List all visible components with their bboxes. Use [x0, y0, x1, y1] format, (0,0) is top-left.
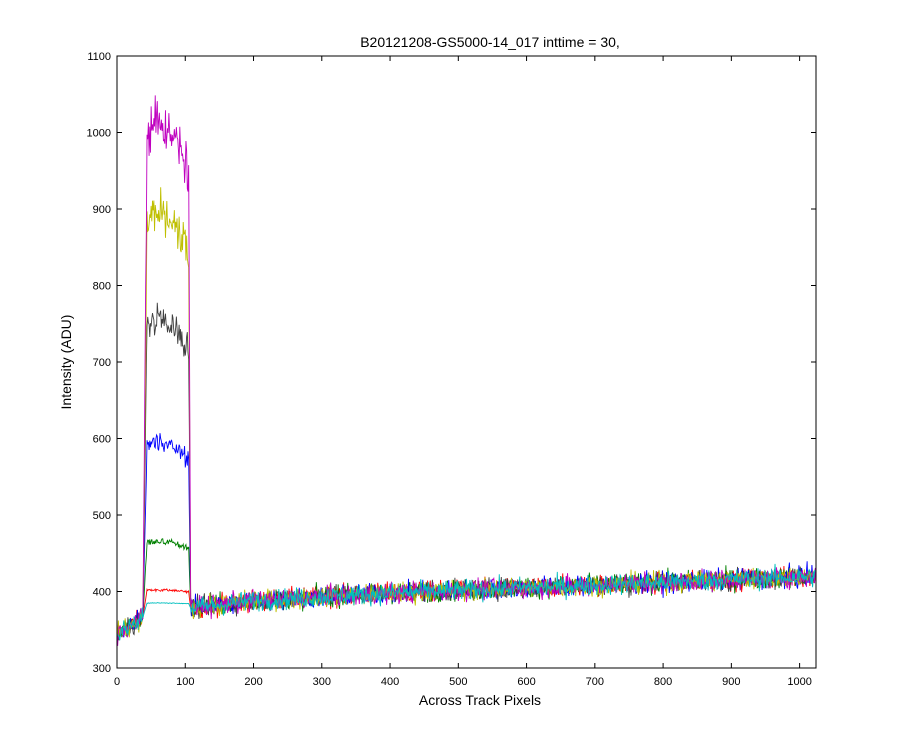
- y-tick-label: 900: [93, 204, 111, 216]
- y-tick-label: 500: [93, 510, 111, 522]
- y-tick-label: 400: [93, 587, 111, 599]
- y-tick-label: 700: [93, 357, 111, 369]
- x-tick-label: 0: [114, 676, 120, 688]
- y-tick-label: 800: [93, 281, 111, 293]
- x-tick-label: 1000: [787, 676, 811, 688]
- series-line-7: [117, 563, 816, 641]
- plot-frame: [116, 55, 817, 669]
- x-tick-label: 200: [244, 676, 262, 688]
- y-tick-label: 600: [93, 434, 111, 446]
- x-axis: 0 100 200 300 400 500 600 700 800 900 1000: [114, 56, 812, 688]
- y-axis-label: Intensity (ADU): [58, 315, 74, 410]
- x-tick-label: 600: [517, 676, 535, 688]
- x-tick-label: 500: [449, 676, 467, 688]
- x-axis-label: Across Track Pixels: [419, 692, 541, 708]
- x-tick-label: 800: [654, 676, 672, 688]
- x-tick-label: 100: [176, 676, 194, 688]
- x-tick-label: 400: [381, 676, 399, 688]
- series-line-6: [117, 95, 816, 646]
- x-tick-label: 300: [313, 676, 331, 688]
- chart-title: B20121208-GS5000-14_017 inttime = 30,: [360, 34, 620, 50]
- x-tick-label: 700: [586, 676, 604, 688]
- plot-area: 0 100 200 300 400 500 600 700 800 900 1000 300 400 5…: [87, 51, 817, 688]
- y-tick-label: 1000: [87, 128, 111, 140]
- y-tick-label: 300: [93, 663, 111, 675]
- y-tick-label: 1100: [87, 51, 111, 63]
- y-axis: 300 400 500 600 700 800 900 1000 1100: [87, 51, 816, 675]
- series-layer: [117, 95, 816, 646]
- series-line-4: [117, 302, 816, 641]
- x-tick-label: 900: [722, 676, 740, 688]
